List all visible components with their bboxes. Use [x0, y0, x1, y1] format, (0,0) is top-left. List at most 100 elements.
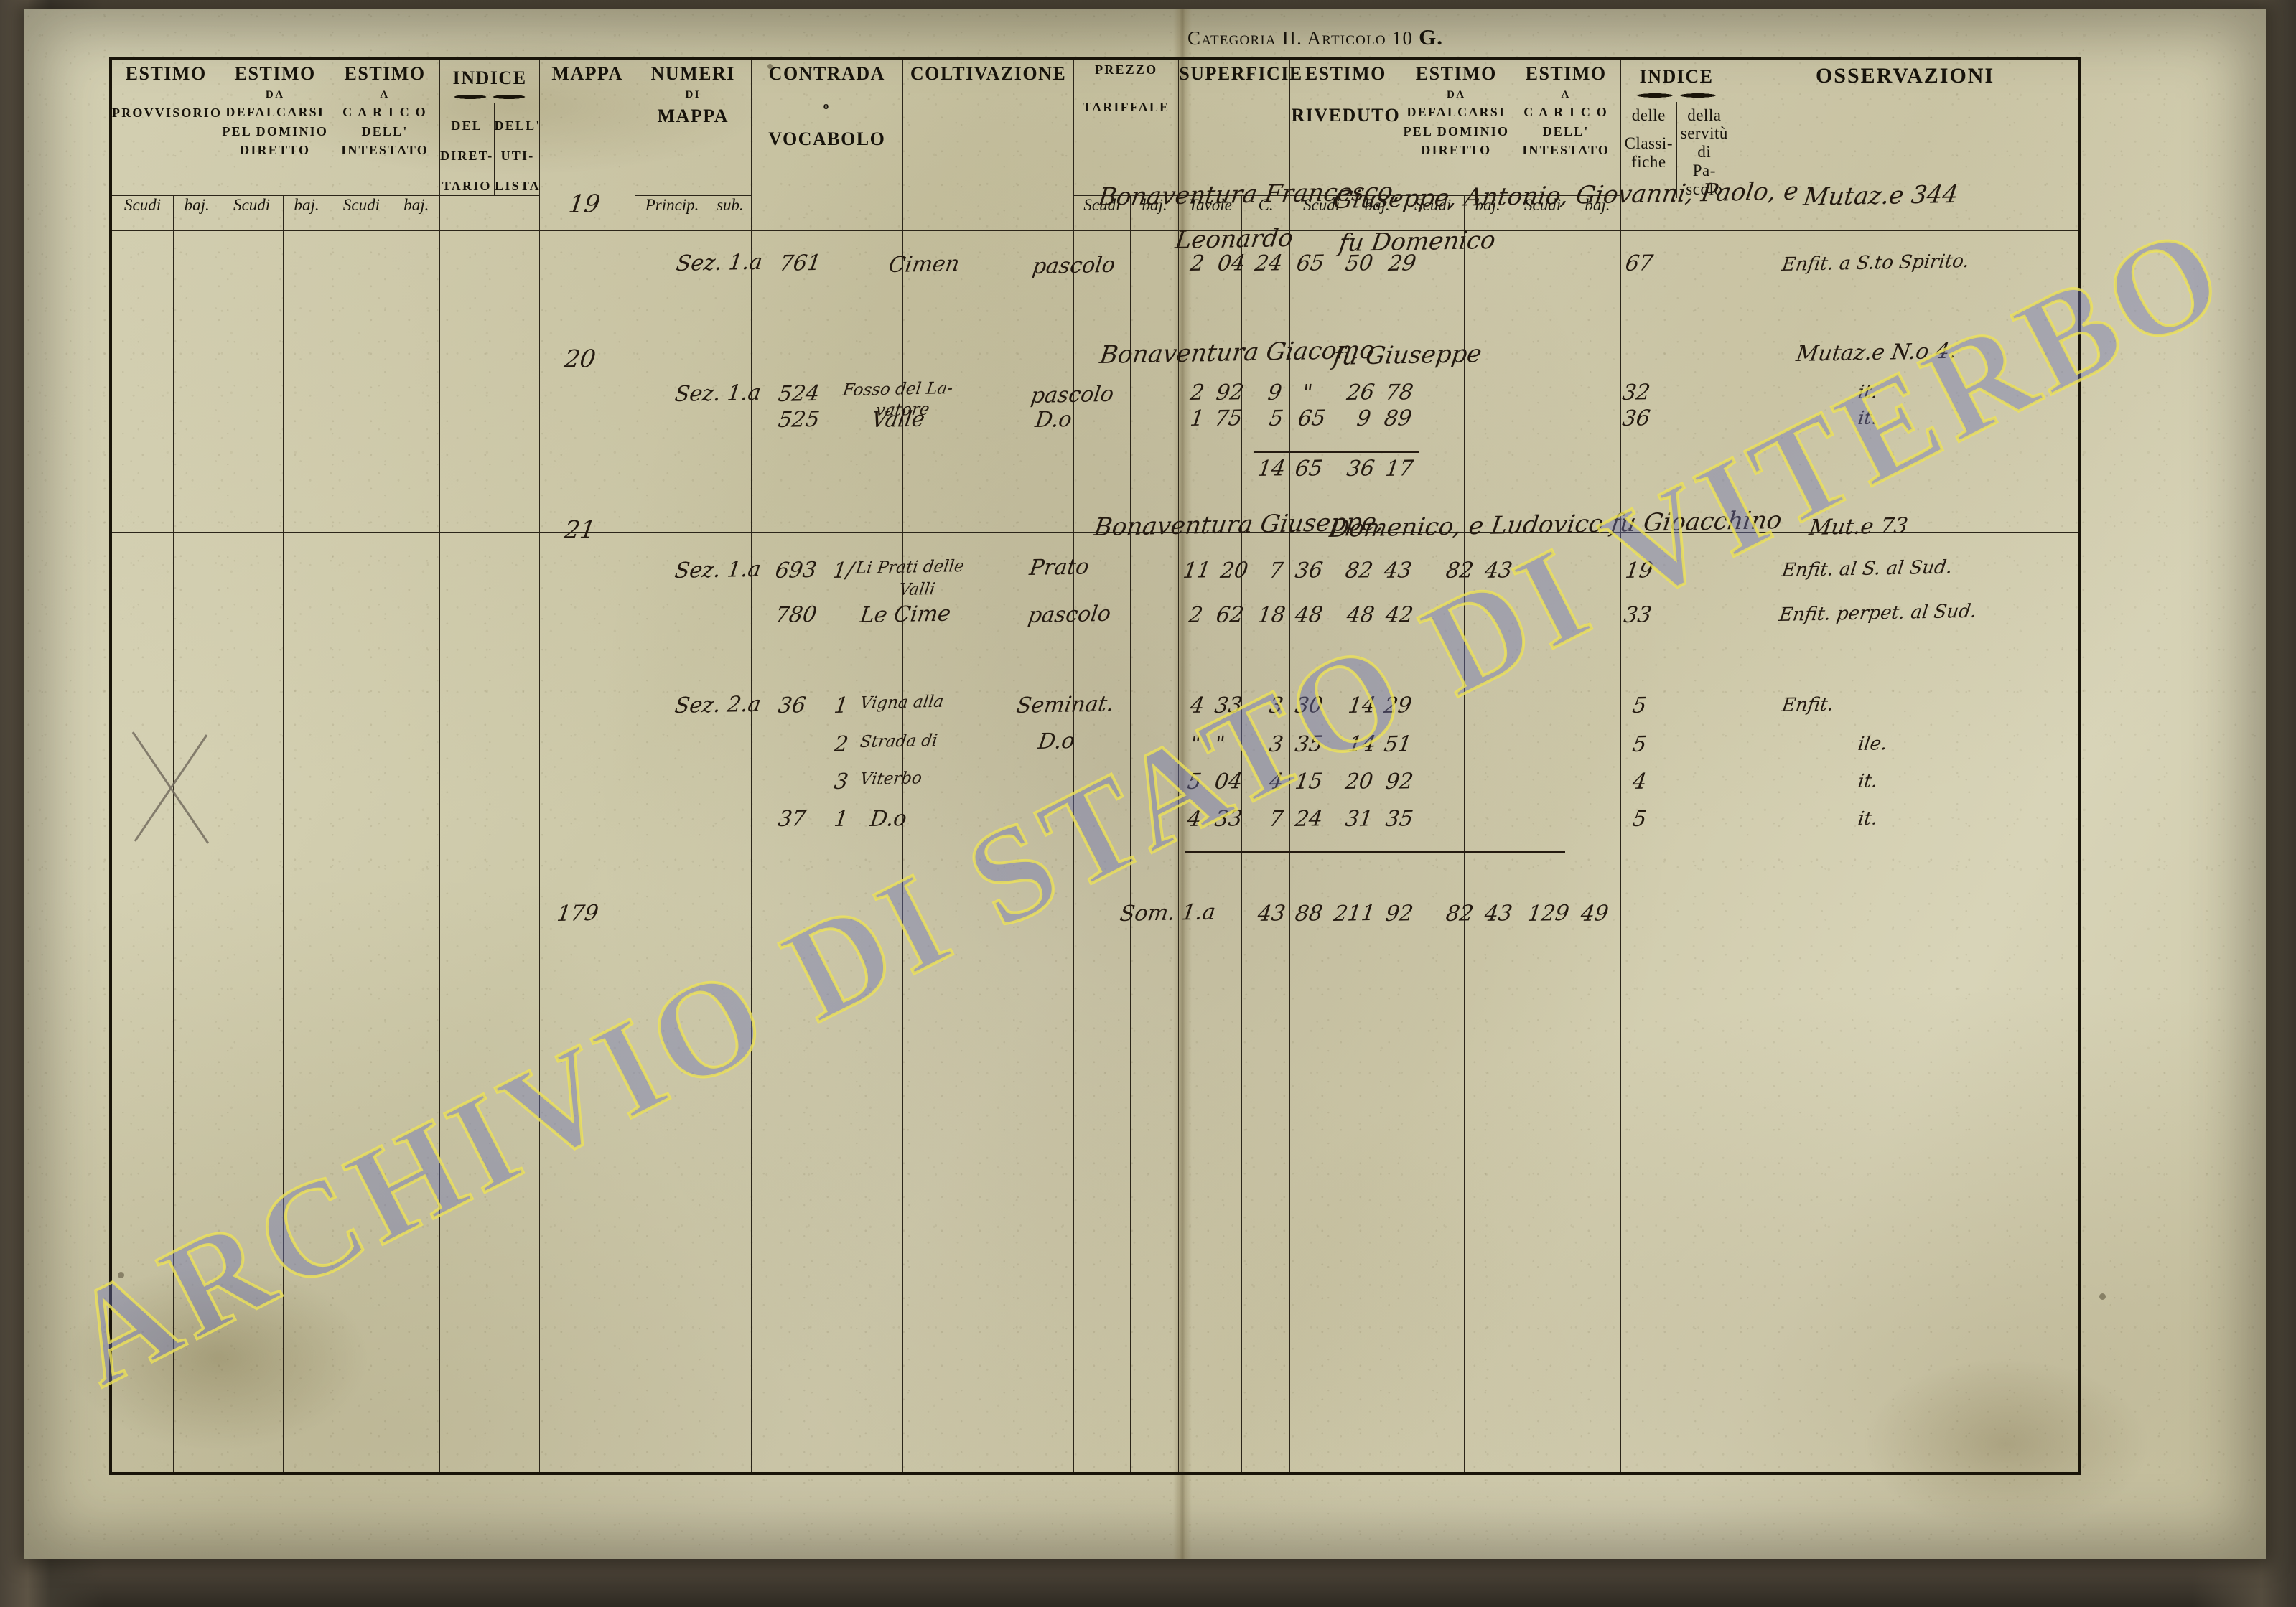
cell-osservazioni [1732, 890, 2080, 1474]
cell-estimo-defalc-scudi [220, 531, 284, 891]
value-tav-c: 15 [1293, 769, 1325, 795]
value-contrada: Cimen [887, 251, 961, 278]
value-osservazioni: Enfit. a S.to Spirito. [1781, 250, 1971, 276]
value-osservazioni-head: Mut.e 73 [1807, 513, 1910, 541]
paper-speck [2099, 1293, 2106, 1300]
cell-sub [709, 890, 752, 1474]
value-sezione: Sez. 1.a [673, 556, 763, 584]
subcol-scudi-5: Scudi [1289, 195, 1353, 231]
value-contrada: Viterbo [859, 769, 923, 790]
cell-osservazioni [1732, 531, 2080, 891]
value-subtotal-riveduto-baj: 17 [1383, 456, 1415, 482]
cell-prezzo-scudi [1073, 890, 1131, 1474]
cell-defalc2-scudi [1401, 890, 1465, 1474]
subcol-sub: sub. [709, 195, 752, 231]
value-osservazioni: ile. [1857, 733, 1889, 756]
value-tav-c: 36 [1293, 558, 1325, 584]
value-riveduto-baj: 29 [1386, 250, 1418, 277]
indice-wave-rule [451, 94, 529, 99]
value-osservazioni-head: Mutaz.e N.o 4. [1794, 338, 1959, 367]
subcol-scudi-1: Scudi [110, 195, 174, 231]
value-osservazioni-head: Mutaz.e 344 [1801, 179, 1961, 212]
value-tav-c: 65 [1296, 406, 1327, 432]
category-title: Categoria II. Articolo 10 G. [1187, 24, 1443, 50]
subcol-scudi-2: Scudi [220, 195, 284, 231]
cell-prezzo-baj [1129, 890, 1180, 1474]
cell-indice-utilista [489, 890, 541, 1474]
value-riveduto-baj: 42 [1383, 602, 1415, 629]
cell-defalc2-baj [1464, 230, 1512, 533]
value-osservazioni: it. [1857, 381, 1880, 404]
value-indice-direttario: 19 [566, 189, 602, 220]
cell-estimo-defalc-scudi [220, 230, 284, 533]
value-osservazioni: it. [1857, 807, 1880, 830]
value-contrada: D.o [868, 805, 909, 833]
value-princip: 525 [776, 406, 821, 434]
cell-estimo-defalc-scudi [220, 890, 284, 1474]
value-contrada-cont: Valli [897, 579, 937, 600]
value-footer-carico-baj: 49 [1579, 901, 1610, 927]
value-princip: 780 [773, 601, 818, 629]
cell-carico2-scudi [1511, 890, 1574, 1474]
cell-indice-direttario [439, 230, 490, 533]
cell-defalc2-baj [1464, 890, 1512, 1474]
value-footer-riveduto-baj: 92 [1383, 901, 1415, 927]
value-classifiche: 32 [1620, 380, 1652, 406]
value-riveduto-scudi: 31 [1343, 806, 1375, 833]
value-princip: 37 [776, 806, 808, 833]
value-classifiche: 67 [1623, 250, 1655, 277]
cell-estimo-defalc-baj [282, 890, 331, 1474]
cell-princip [634, 230, 710, 533]
cell-indice-direttario [439, 890, 490, 1474]
entry-block-21 [110, 890, 2080, 1474]
value-riveduto-scudi: 14 [1346, 693, 1378, 719]
cell-carico2-scudi [1511, 531, 1574, 891]
value-riveduto-baj: 43 [1382, 558, 1414, 584]
cell-classifiche [1620, 230, 1675, 533]
cell-tavole [1178, 531, 1242, 891]
value-riveduto-baj: 51 [1382, 731, 1414, 758]
value-subtotal-riveduto-scudi: 36 [1345, 456, 1376, 482]
cell-riveduto-scudi [1289, 531, 1353, 891]
col-estimo-carico: ESTIMO A C A R I C O DELL' INTESTATO [330, 58, 440, 196]
value-coltivazione: D.o [1036, 728, 1077, 755]
cell-mappa [539, 890, 635, 1474]
value-prezzo-baj: 04 [1215, 250, 1247, 277]
cell-pascolo [1674, 531, 1733, 891]
header-row-units: Scudi baj. Scudi baj. Scudi baj. Princip… [110, 195, 2079, 231]
cell-carico2-baj [1573, 890, 1622, 1474]
value-riveduto-scudi: 50 [1343, 250, 1375, 277]
cell-defalc2-scudi [1401, 230, 1465, 533]
col-indice-classifiche-pascolo: INDICE delle Classi- fiche della [1620, 58, 1733, 231]
cell-sub [709, 531, 752, 891]
value-footer-label: Som. 1.a [1118, 899, 1218, 927]
cell-tavole [1178, 890, 1242, 1474]
cell-riveduto-baj [1352, 531, 1402, 891]
cell-contrada [750, 890, 903, 1474]
col-estimo-riveduto: ESTIMO RIVEDUTO [1289, 58, 1402, 196]
cell-estimo-carico-baj [392, 531, 440, 891]
category-title-article: G. [1419, 24, 1444, 50]
value-footer-riveduto-scudi: 211 [1332, 900, 1377, 927]
value-tav-c: 48 [1293, 602, 1325, 629]
cell-estimo-defalc-baj [282, 531, 331, 891]
value-tavole: 18 [1256, 602, 1287, 629]
cell-coltivazione [902, 890, 1075, 1474]
col-contrada-vocabolo: CONTRADA o VOCABOLO [750, 58, 903, 231]
subcol-direttario [439, 195, 490, 231]
cell-tav-c [1241, 531, 1291, 891]
cell-estimo-carico-scudi [330, 531, 393, 891]
value-footer-defalc-baj: 43 [1483, 901, 1514, 927]
cell-estimo-carico-scudi [330, 890, 393, 1474]
col-estimo-carico-2: ESTIMO A C A R I C O DELL' INTESTATO [1511, 58, 1622, 196]
cell-carico2-baj [1573, 531, 1622, 891]
cell-princip [634, 531, 710, 891]
cell-princip [634, 890, 710, 1474]
value-owner-name-2: Leonardo [1173, 223, 1295, 256]
value-riveduto-scudi: 82 [1343, 558, 1375, 584]
value-tav-c: 30 [1293, 693, 1325, 719]
manuscript-page: Categoria II. Articolo 10 G. [24, 9, 2266, 1559]
col-superficie: SUPERFICIE [1178, 58, 1302, 196]
col-estimo-defalcarsi: ESTIMO DA DEFALCARSI PEL DOMINIO DIRETTO [220, 58, 331, 196]
